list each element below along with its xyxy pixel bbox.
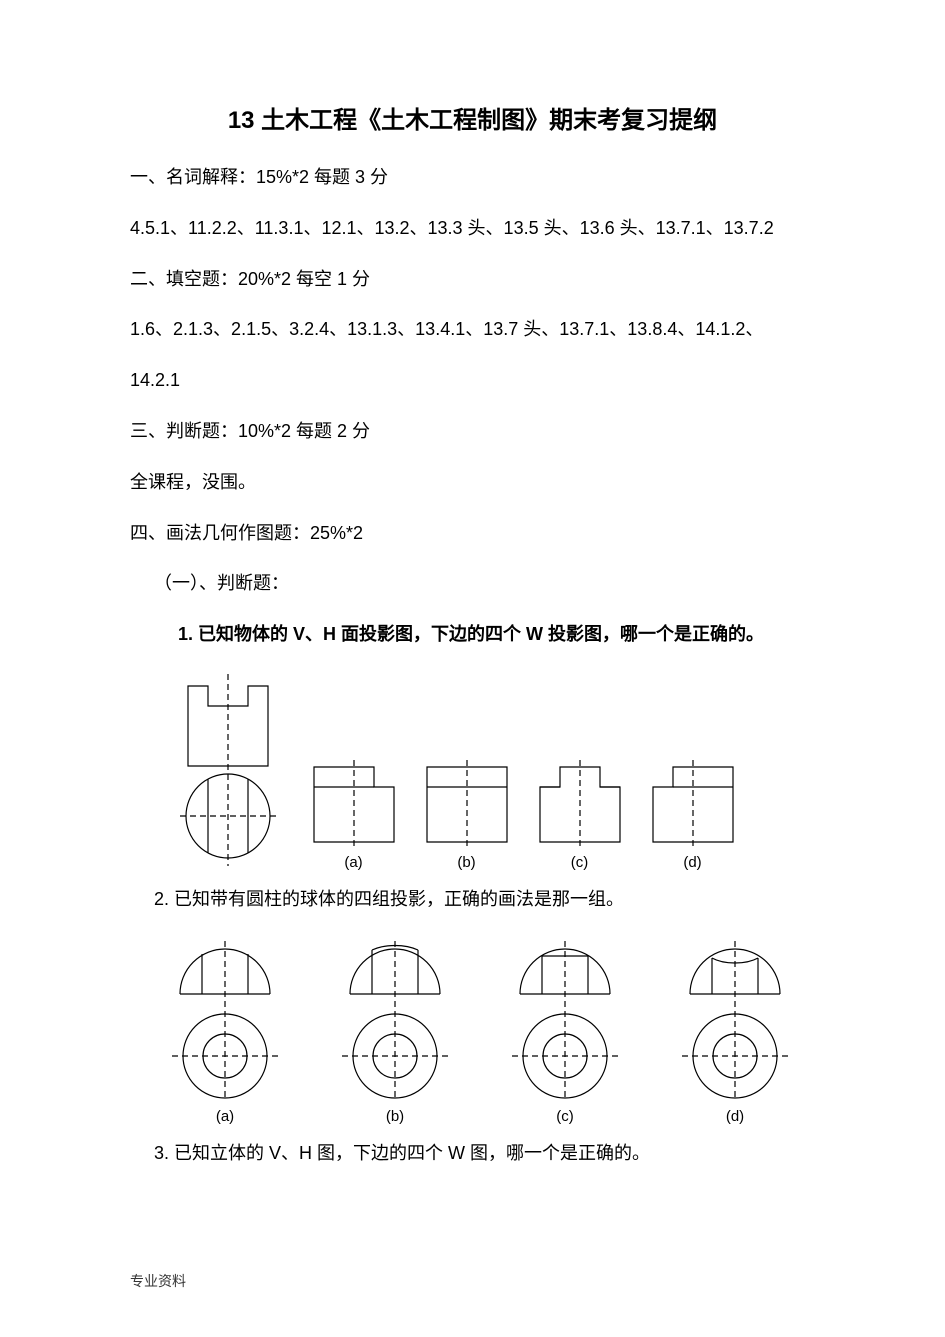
q2-option-d-icon [670,936,800,1106]
q1-text: 1. 已知物体的 V、H 面投影图，下边的四个 W 投影图，哪一个是正确的。 [130,620,815,649]
q2-option-b-icon [330,936,460,1106]
q1-option-c-icon [532,757,627,852]
section-1-heading: 一、名词解释：15%*2 每题 3 分 [130,163,815,192]
q2-label-d: (d) [726,1108,744,1125]
section-2-heading: 二、填空题：20%*2 每空 1 分 [130,265,815,294]
q1-option-a-icon [306,757,401,852]
q2-label-b: (b) [386,1108,404,1125]
q2-option-c-icon [500,936,630,1106]
q1-figure: (a) (b) (c) [178,671,815,871]
q1-label-b: (b) [457,854,475,871]
section-4-sub: （一）、判断题： [130,569,815,598]
q1-given-icon [178,671,288,871]
q3-text: 3. 已知立体的 V、H 图，下边的四个 W 图，哪一个是正确的。 [130,1139,815,1168]
q1-label-c: (c) [571,854,589,871]
section-2-refs2: 14.2.1 [130,366,815,395]
q1-label-d: (d) [683,854,701,871]
q2-option-a-icon [160,936,290,1106]
q2-label-c: (c) [556,1108,574,1125]
section-2-refs: 1.6、2.1.3、2.1.5、3.2.4、13.1.3、13.4.1、13.7… [130,315,815,344]
footer-text: 专业资料 [130,1271,186,1291]
q2-figure: (a) (b) [160,936,800,1125]
page-title: 13 土木工程《土木工程制图》期末考复习提纲 [130,100,815,135]
section-1-refs: 4.5.1、11.2.2、11.3.1、12.1、13.2、13.3 头、13.… [130,214,815,243]
section-3-heading: 三、判断题：10%*2 每题 2 分 [130,417,815,446]
q2-label-a: (a) [216,1108,234,1125]
section-4-heading: 四、画法几何作图题：25%*2 [130,519,815,548]
q1-option-b-icon [419,757,514,852]
q1-label-a: (a) [344,854,362,871]
q2-text: 2. 已知带有圆柱的球体的四组投影，正确的画法是那一组。 [130,885,815,914]
q1-option-d-icon [645,757,740,852]
section-3-note: 全课程，没围。 [130,468,815,497]
